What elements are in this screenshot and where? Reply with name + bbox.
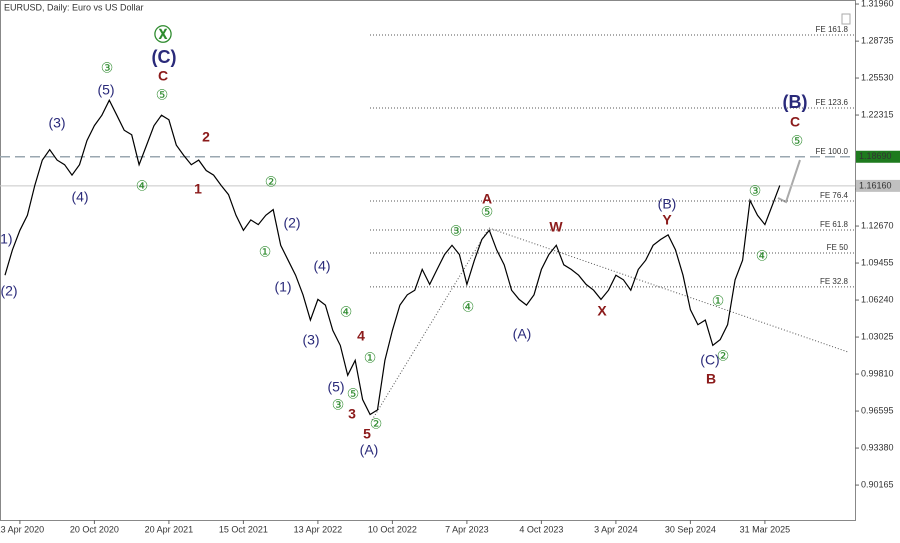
x-tick-label: 31 Mar 2025: [740, 524, 791, 534]
wave-label: ④: [340, 304, 353, 320]
y-tick-label: 1.09455: [861, 257, 894, 267]
wave-label: ④: [136, 178, 149, 194]
price-line: [4, 98, 781, 416]
x-tick-label: 30 Sep 2024: [665, 524, 716, 534]
level-label: FE 61.8: [820, 220, 849, 229]
y-tick-label: 1.06240: [861, 294, 894, 304]
y-tick-label: 1.31960: [861, 0, 894, 8]
level-label: FE 76.4: [820, 191, 849, 200]
wave-label: ③: [450, 223, 463, 239]
wave-label: 2: [202, 129, 210, 145]
wave-label: (5): [97, 82, 114, 98]
wave-label: (1): [274, 279, 291, 295]
wave-label: ③: [749, 183, 762, 199]
y-tick-label: 0.93380: [861, 442, 894, 452]
wave-label: ②: [717, 348, 730, 364]
wave-label: ①: [364, 350, 377, 366]
wave-label: (4): [71, 189, 88, 205]
y-tick-label: 1.03025: [861, 331, 894, 341]
wave-label: X: [597, 303, 607, 319]
x-tick-label: 10 Oct 2022: [368, 524, 417, 534]
wave-label: ①: [712, 293, 725, 309]
wave-label: W: [549, 219, 563, 235]
price-box-label: 1.16160: [859, 180, 892, 190]
x-tick-label: 4 Oct 2023: [519, 524, 563, 534]
wave-label: 1: [194, 181, 202, 197]
wave-label: C: [158, 68, 168, 84]
wave-label: 3: [348, 406, 356, 422]
wave-label: ③: [332, 397, 345, 413]
x-tick-label: 20 Oct 2020: [70, 524, 119, 534]
y-tick-label: 0.90165: [861, 479, 894, 489]
price-box-label: 1.18690: [859, 151, 892, 161]
wave-label: (2): [0, 283, 17, 299]
price-box: [856, 179, 900, 192]
wave-label: (C): [152, 47, 177, 67]
price-box: [856, 150, 900, 163]
wave-label: (1): [0, 231, 13, 247]
x-tick-label: 7 Apr 2023: [445, 524, 489, 534]
x-tick-label: 15 Oct 2021: [219, 524, 268, 534]
wave-label: ③: [101, 60, 114, 76]
level-label: FE 123.6: [816, 98, 849, 107]
wave-label: ④: [462, 299, 475, 315]
wave-label: (4): [313, 258, 330, 274]
x-tick-label: 23 Apr 2020: [0, 524, 44, 534]
projection: [777, 159, 801, 204]
wave-label: C: [790, 114, 800, 130]
level-label: FE 100.0: [816, 147, 849, 156]
y-tick-label: 0.99810: [861, 368, 894, 378]
wave-label: (B): [783, 92, 808, 112]
wave-label: ⑤: [791, 133, 804, 149]
x-tick-label: 20 Apr 2021: [145, 524, 194, 534]
plot-frame: [0, 0, 856, 521]
wave-label: (B): [658, 196, 677, 212]
trend-line: [488, 227, 849, 353]
wave-label: ④: [756, 248, 769, 264]
y-tick-label: 1.25530: [861, 72, 894, 82]
wave-label: ⑤: [156, 87, 169, 103]
icon: [841, 13, 851, 25]
wave-label: Ⓧ: [154, 24, 172, 45]
wave-label: (C): [700, 352, 719, 368]
y-tick-label: 1.12670: [861, 220, 894, 230]
level-label: FE 32.8: [820, 277, 849, 286]
wave-label: (3): [302, 332, 319, 348]
chart-title: EURUSD, Daily: Euro vs US Dollar: [4, 2, 144, 12]
wave-label: (5): [327, 379, 344, 395]
wave-label: A: [482, 191, 492, 207]
x-tick-label: 13 Apr 2022: [294, 524, 343, 534]
level-label: FE 161.8: [816, 25, 849, 34]
wave-label: Y: [662, 212, 672, 228]
level-label: FE 50: [827, 243, 849, 252]
wave-label: B: [706, 371, 716, 387]
wave-label: (3): [48, 115, 65, 131]
wave-label: ①: [259, 244, 272, 260]
wave-label: ②: [370, 416, 383, 432]
wave-label: 4: [357, 328, 365, 344]
y-tick-label: 0.96595: [861, 405, 894, 415]
wave-label: (A): [360, 442, 379, 458]
wave-label: (A): [513, 326, 532, 342]
wave-label: ②: [265, 174, 278, 190]
wave-label: (2): [283, 215, 300, 231]
y-tick-label: 1.22315: [861, 109, 894, 119]
y-tick-label: 1.28735: [861, 36, 894, 46]
wave-label: ⑤: [481, 204, 494, 220]
wave-label: ⑤: [347, 386, 360, 402]
x-tick-label: 3 Apr 2024: [594, 524, 638, 534]
wave-label: 5: [363, 426, 371, 442]
